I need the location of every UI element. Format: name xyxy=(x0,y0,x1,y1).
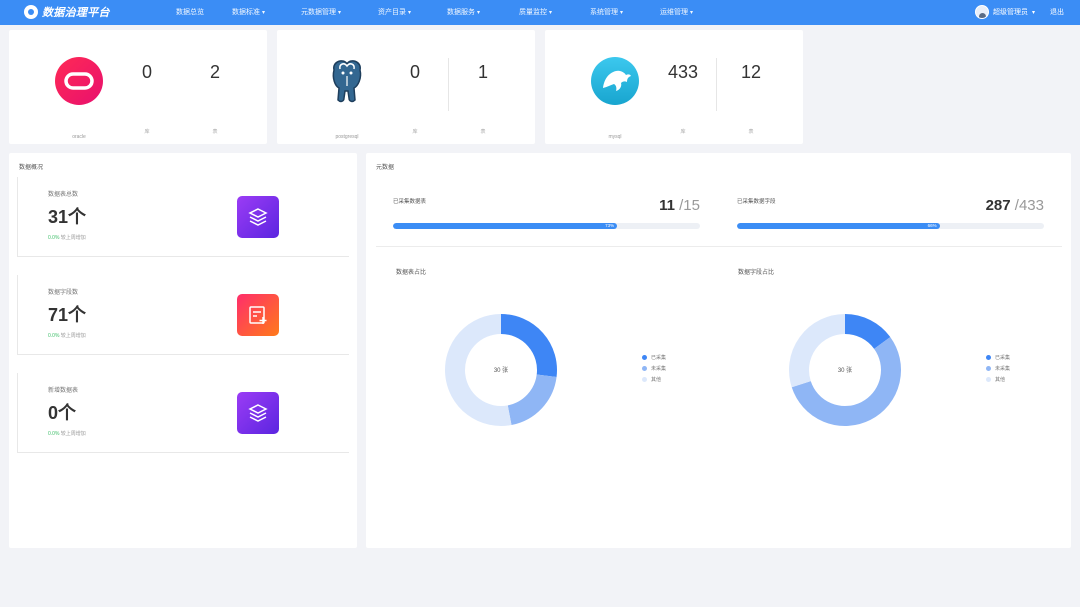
progress-bar: 66% xyxy=(737,223,1044,229)
overview-panel: 数据概况 数据表总数 31个 0.0% 较上周增加 数据字段数 71个 0.0%… xyxy=(9,153,357,548)
donut-chart-tables xyxy=(445,314,557,426)
chevron-down-icon: ▾ xyxy=(1032,9,1036,16)
panel-title: 元数据 xyxy=(376,165,395,171)
progress-count: 11 /15 xyxy=(659,197,700,214)
chevron-down-icon: ▾ xyxy=(338,10,342,16)
layers-icon xyxy=(237,392,279,434)
donut-slice-2 xyxy=(789,314,846,388)
donut-title: 数据字段占比 xyxy=(738,270,775,276)
metric-card-fields[interactable]: 数据字段数 71个 0.0% 较上周增加 xyxy=(17,275,349,355)
table-count: 12 xyxy=(740,62,762,82)
donut-center-label: 30 张 xyxy=(493,368,509,374)
chevron-down-icon: ▾ xyxy=(477,10,481,16)
logout-link[interactable]: 退出 xyxy=(1050,9,1064,16)
nav-item-quality[interactable]: 质量监控 ▾ xyxy=(519,9,553,16)
db-card-postgresql[interactable]: postgresql 0 库 1 表 xyxy=(277,30,535,144)
divider xyxy=(716,58,717,111)
db-name: postgresql xyxy=(335,134,359,140)
table-count-label: 表 xyxy=(748,129,754,135)
panel-title: 数据概况 xyxy=(19,165,44,171)
metric-title: 新增数据表 xyxy=(48,388,79,394)
chevron-down-icon: ▾ xyxy=(408,10,412,16)
metric-card-new-tables[interactable]: 新增数据表 0个 0.0% 较上周增加 xyxy=(17,373,349,453)
legend-item: 其他 xyxy=(986,374,1010,385)
chevron-down-icon: ▾ xyxy=(690,10,694,16)
donut-legend: 已采集 未采集 其他 xyxy=(986,352,1010,385)
donut-legend: 已采集 未采集 其他 xyxy=(642,352,666,385)
donut-chart-fields xyxy=(789,314,901,426)
donut-slice-0 xyxy=(500,314,557,378)
metric-title: 数据字段数 xyxy=(48,290,79,296)
donut-center-label: 30 张 xyxy=(837,368,853,374)
metric-change: 0.0% 较上周增加 xyxy=(48,333,86,339)
legend-item: 未采集 xyxy=(642,363,666,374)
avatar xyxy=(975,5,989,19)
top-nav: 数据治理平台 数据总览 数据标准 ▾ 元数据管理 ▾ 资产目录 ▾ 数据服务 ▾ 质量监… xyxy=(0,0,1080,25)
metric-title: 数据表总数 xyxy=(48,192,79,198)
db-count: 433 xyxy=(667,62,699,82)
db-count-label: 库 xyxy=(680,129,686,135)
nav-item-system[interactable]: 系统管理 ▾ xyxy=(590,9,624,16)
field-add-icon xyxy=(237,294,279,336)
oracle-logo-icon xyxy=(55,57,103,105)
metric-change: 0.0% 较上周增加 xyxy=(48,431,86,437)
nav-item-overview[interactable]: 数据总览 xyxy=(176,9,204,16)
chevron-down-icon: ▾ xyxy=(262,10,266,16)
metric-card-tables[interactable]: 数据表总数 31个 0.0% 较上周增加 xyxy=(17,177,349,257)
legend-item: 未采集 xyxy=(986,363,1010,374)
layers-icon xyxy=(237,196,279,238)
chevron-down-icon: ▾ xyxy=(620,10,624,16)
brand-logo[interactable]: 数据治理平台 xyxy=(24,4,110,20)
logo-icon xyxy=(24,5,38,19)
table-count: 2 xyxy=(209,62,220,82)
mysql-logo-icon xyxy=(591,57,639,105)
divider xyxy=(376,246,1062,247)
brand-name: 数据治理平台 xyxy=(42,7,110,19)
metric-value: 0个 xyxy=(48,403,77,423)
donut-slice-0 xyxy=(844,314,891,350)
user-menu[interactable]: 超级管理员 ▾ xyxy=(975,5,1035,19)
metric-change: 0.0% 较上周增加 xyxy=(48,235,86,241)
progress-bar: 73% xyxy=(393,223,700,229)
progress-fill: 66% xyxy=(737,223,940,229)
metric-value: 71个 xyxy=(48,305,87,325)
db-count: 0 xyxy=(409,62,420,82)
nav-item-service[interactable]: 数据服务 ▾ xyxy=(447,9,481,16)
db-count-label: 库 xyxy=(144,129,150,135)
user-name: 超级管理员 xyxy=(993,9,1028,16)
nav-item-standard[interactable]: 数据标准 ▾ xyxy=(232,9,266,16)
divider xyxy=(448,58,449,111)
nav-item-metadata[interactable]: 元数据管理 ▾ xyxy=(301,9,342,16)
donut-title: 数据表占比 xyxy=(396,270,427,276)
nav-item-ops[interactable]: 运维管理 ▾ xyxy=(660,9,694,16)
db-card-mysql[interactable]: mysql 433 库 12 表 xyxy=(545,30,803,144)
legend-item: 已采集 xyxy=(642,352,666,363)
progress-fill: 73% xyxy=(393,223,618,229)
table-count: 1 xyxy=(477,62,488,82)
nav-item-catalog[interactable]: 资产目录 ▾ xyxy=(378,9,412,16)
progress-title: 已采集数据表 xyxy=(393,199,427,205)
progress-title: 已采集数据字段 xyxy=(737,199,776,205)
db-count-label: 库 xyxy=(412,129,418,135)
db-name: mysql xyxy=(608,134,622,140)
metric-value: 31个 xyxy=(48,207,87,227)
donut-slice-1 xyxy=(507,373,557,426)
db-count: 0 xyxy=(141,62,152,82)
donut-slice-1 xyxy=(791,337,901,426)
donut-slice-2 xyxy=(445,314,512,426)
progress-count: 287 /433 xyxy=(985,197,1044,214)
table-count-label: 表 xyxy=(480,129,486,135)
chevron-down-icon: ▾ xyxy=(549,10,553,16)
db-name: oracle xyxy=(72,134,86,140)
db-card-oracle[interactable]: oracle 0 库 2 表 xyxy=(9,30,267,144)
postgresql-logo-icon xyxy=(332,60,362,103)
legend-item: 其他 xyxy=(642,374,666,385)
table-count-label: 表 xyxy=(212,129,218,135)
legend-item: 已采集 xyxy=(986,352,1010,363)
stats-panel: 元数据 已采集数据表 11 /15 73% 已采集数据字段 287 /433 6… xyxy=(366,153,1071,548)
